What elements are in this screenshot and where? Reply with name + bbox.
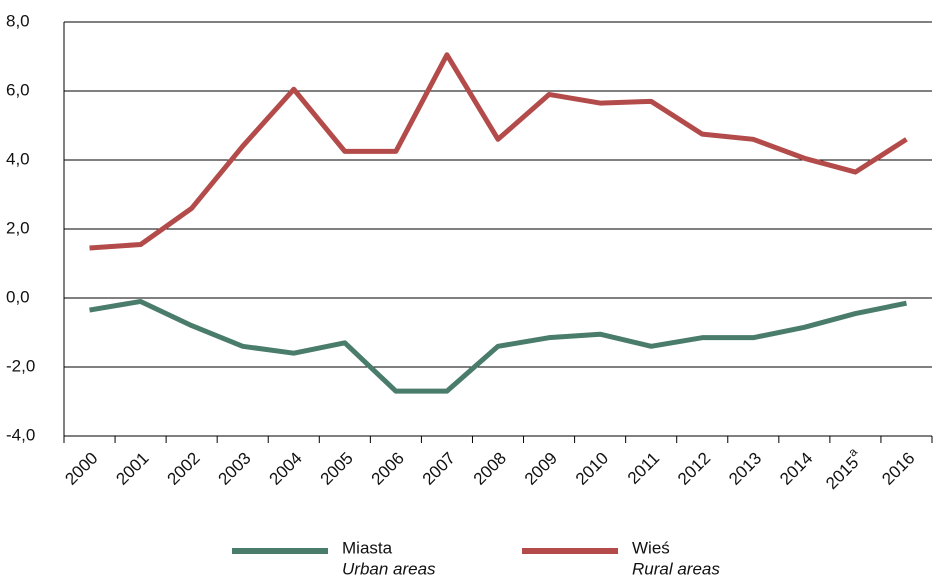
legend-label: Wieś xyxy=(632,538,670,557)
legend-label: Miasta xyxy=(342,538,393,557)
legend-sublabel: Rural areas xyxy=(632,559,720,578)
y-tick-label: -2,0 xyxy=(6,356,35,375)
y-tick-label: 0,0 xyxy=(6,287,30,306)
x-tick-label: 2000 xyxy=(61,449,101,489)
x-tick-label: 2010 xyxy=(572,449,612,489)
x-tick-label: 2001 xyxy=(112,449,152,489)
y-tick-label: 6,0 xyxy=(6,80,30,99)
x-tick-label: 2004 xyxy=(266,449,306,489)
x-tick-label: 2012 xyxy=(674,449,714,489)
y-tick-label: 4,0 xyxy=(6,149,30,168)
x-tick-label: 2007 xyxy=(419,449,459,489)
x-tick-label: 2013 xyxy=(725,449,765,489)
x-tick-label: 2009 xyxy=(521,449,561,489)
x-tick-label-main: 2015 xyxy=(822,453,862,493)
x-tick-label: 2005 xyxy=(317,449,357,489)
x-tick-label: 2008 xyxy=(470,449,510,489)
x-tick-label: 2016 xyxy=(878,449,918,489)
x-tick-label: 2015a xyxy=(819,445,868,494)
x-tick-label: 2014 xyxy=(776,449,816,489)
x-tick-label: 2011 xyxy=(624,449,663,488)
legend-sublabel: Urban areas xyxy=(342,559,436,578)
y-tick-label: 2,0 xyxy=(6,218,30,237)
x-tick-label: 2006 xyxy=(368,449,408,489)
y-tick-label: 8,0 xyxy=(6,11,30,30)
x-tick-label: 2003 xyxy=(215,449,255,489)
series-line xyxy=(89,52,908,251)
series-line xyxy=(89,298,907,394)
x-tick-label: 2002 xyxy=(163,449,203,489)
y-tick-label: -4,0 xyxy=(6,425,35,444)
